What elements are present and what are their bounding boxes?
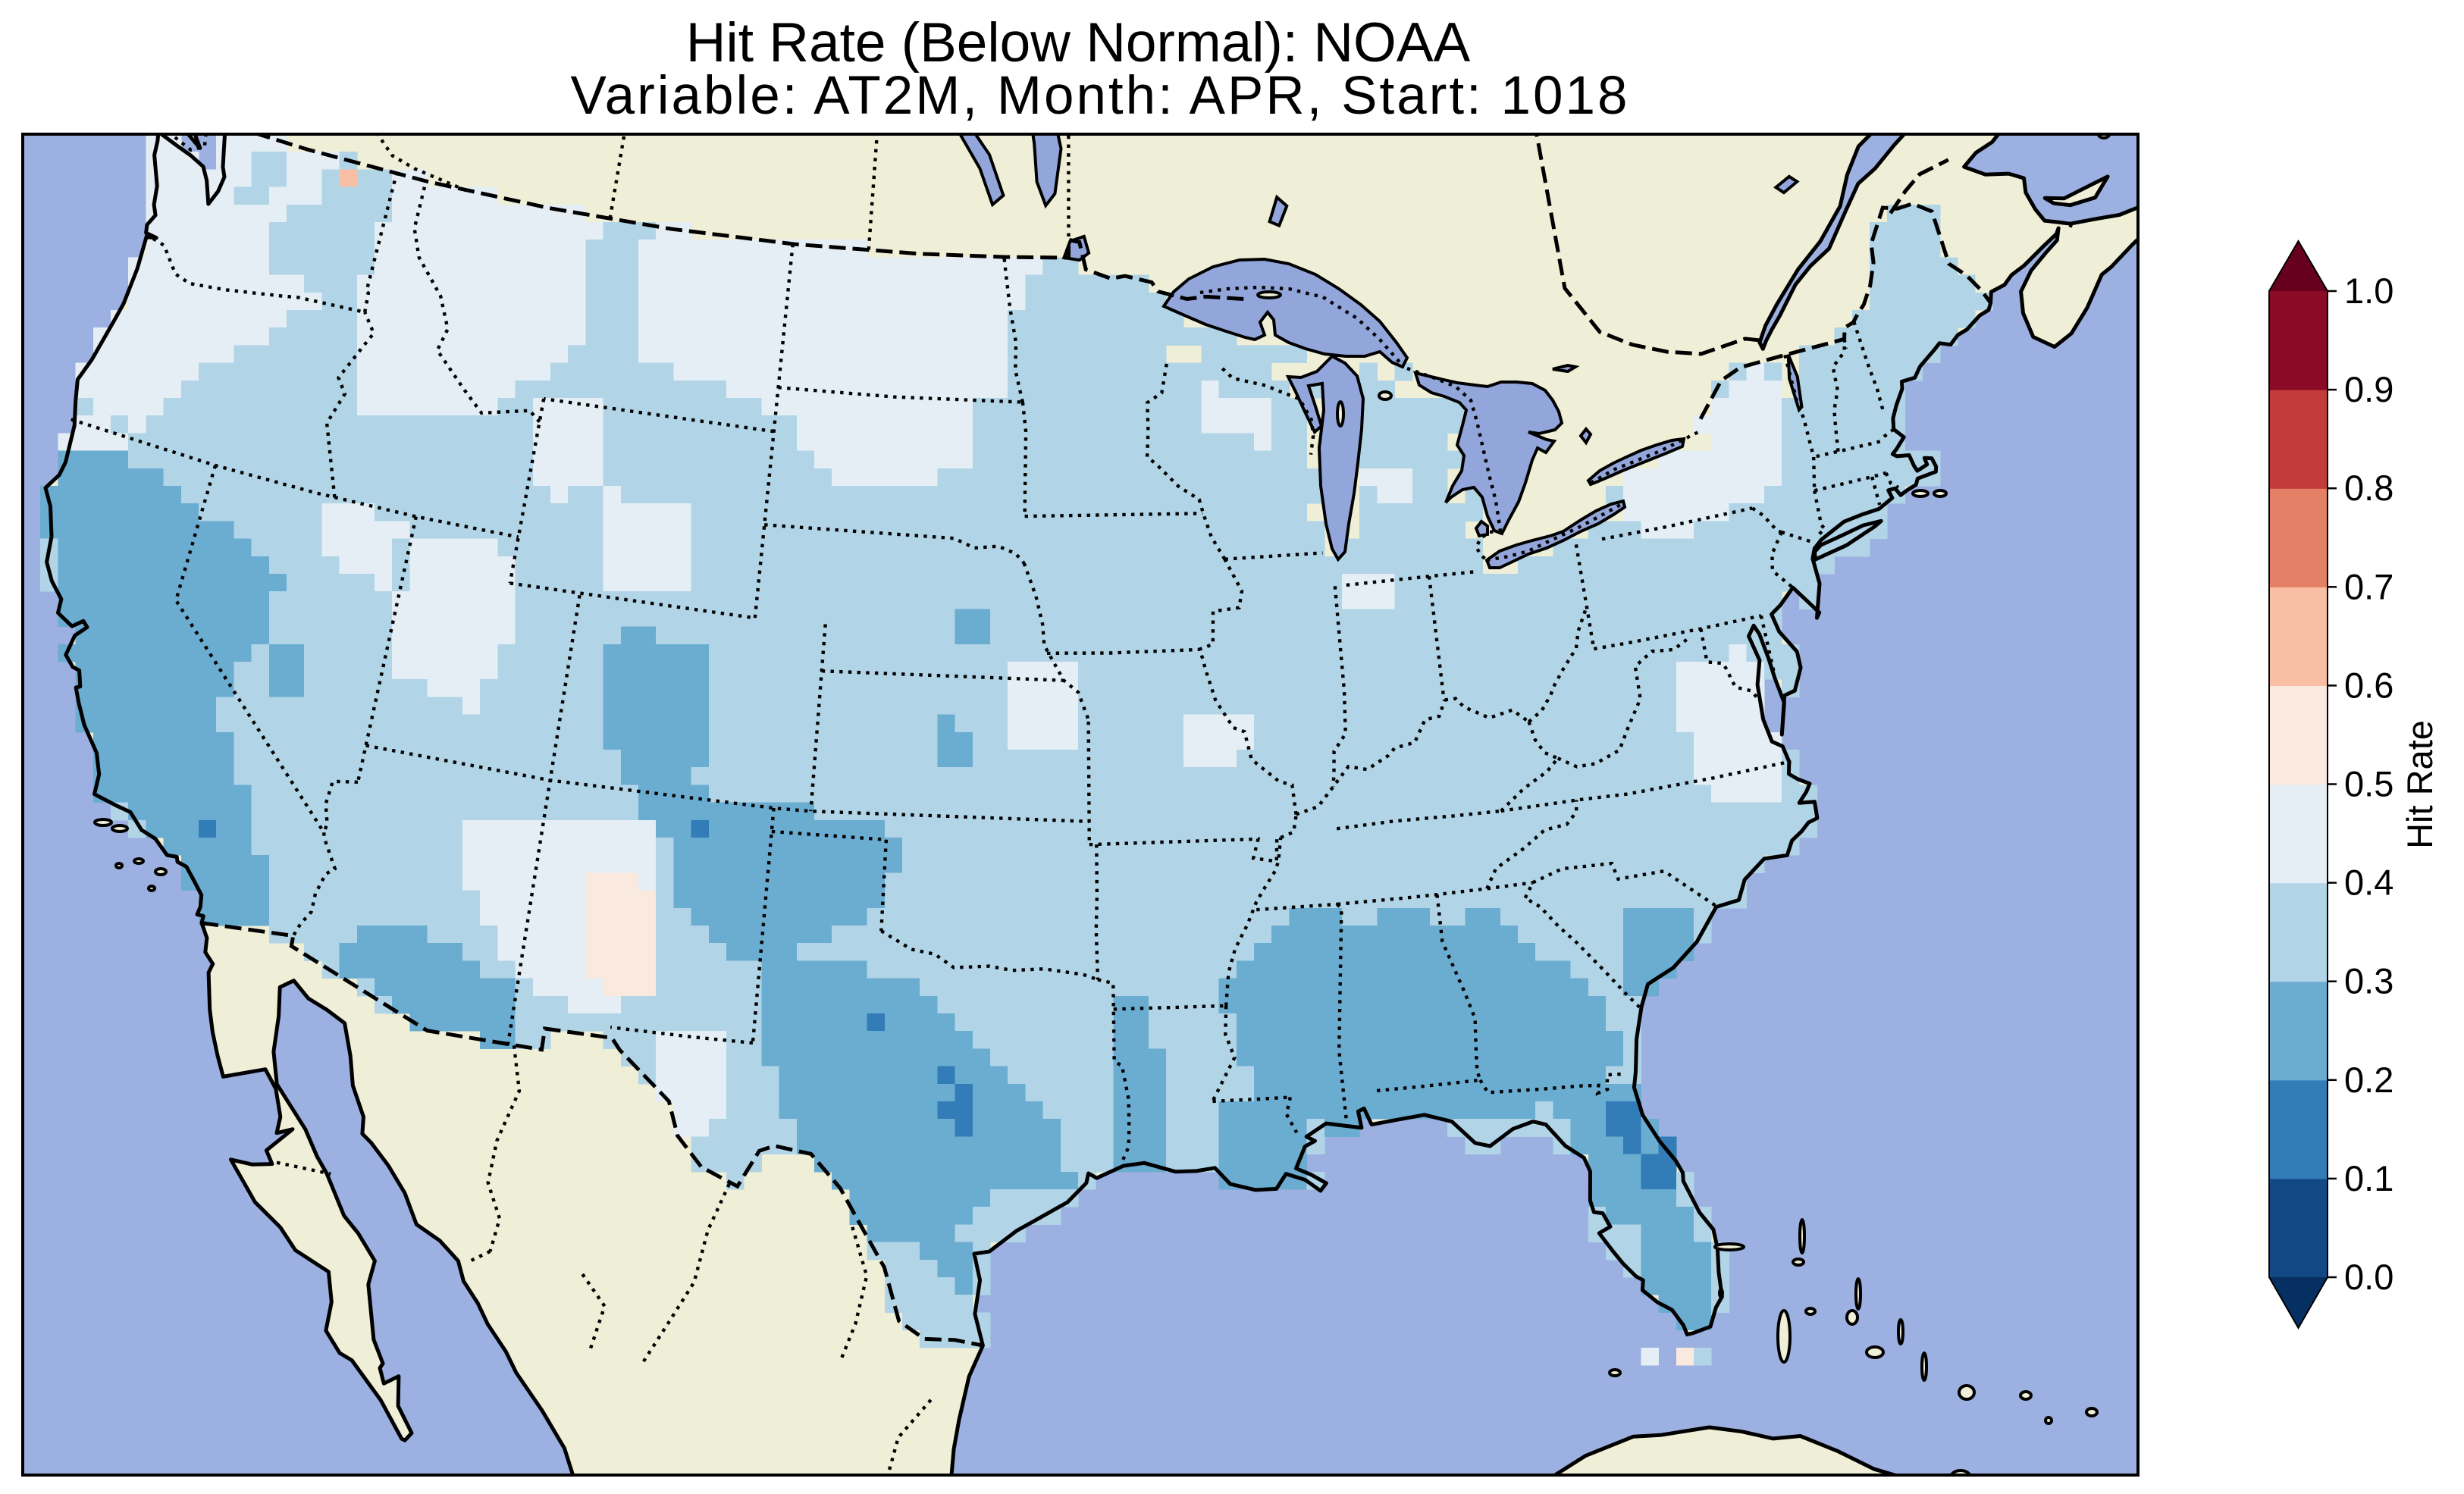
svg-text:0.0: 0.0: [2344, 1257, 2393, 1297]
svg-text:0.3: 0.3: [2344, 961, 2393, 1001]
svg-text:0.1: 0.1: [2344, 1158, 2393, 1198]
svg-text:0.4: 0.4: [2344, 863, 2393, 903]
svg-text:Hit Rate: Hit Rate: [2400, 720, 2440, 849]
svg-text:Variable: AT2M, Month: APR, St: Variable: AT2M, Month: APR, Start: 1018: [571, 66, 1630, 126]
svg-text:0.2: 0.2: [2344, 1060, 2393, 1100]
svg-text:0.6: 0.6: [2344, 665, 2393, 705]
svg-text:1.0: 1.0: [2344, 271, 2393, 311]
svg-text:0.8: 0.8: [2344, 468, 2393, 508]
svg-text:0.7: 0.7: [2344, 566, 2393, 606]
svg-text:0.9: 0.9: [2344, 369, 2393, 409]
svg-text:Hit Rate (Below Normal): NOAA: Hit Rate (Below Normal): NOAA: [686, 12, 1471, 74]
svg-text:0.5: 0.5: [2344, 764, 2393, 804]
